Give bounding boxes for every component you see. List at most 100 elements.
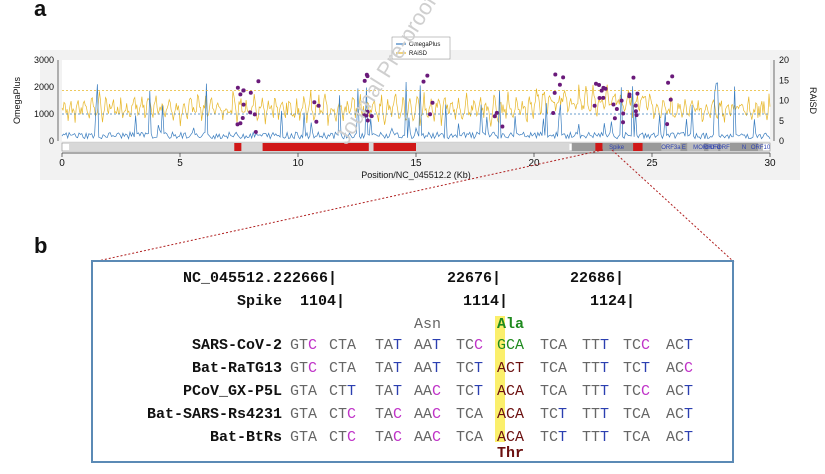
codon: TAC (375, 406, 402, 423)
nucleotide: A (384, 406, 394, 423)
nucleotide: T (623, 406, 633, 423)
outlier-point (240, 116, 245, 121)
nucleotide: A (515, 406, 525, 423)
nucleotide: C (549, 337, 559, 354)
nucleotide: C (675, 429, 685, 446)
nucleotide: T (641, 360, 651, 377)
codon: TCT (456, 360, 483, 377)
panel-b-label: b (34, 233, 48, 258)
nucleotide: C (465, 337, 475, 354)
nucleotide: C (308, 360, 318, 377)
nucleotide: C (684, 360, 694, 377)
outlier-point (611, 102, 616, 107)
nucleotide: T (582, 383, 592, 400)
gene-label: ORF7a (704, 145, 724, 151)
outlier-point (634, 113, 639, 118)
sequence-name: PCoV_GX-P5L (182, 383, 282, 400)
nucleotide: T (299, 360, 309, 377)
gene-label: M (693, 145, 698, 151)
nucleotide: C (474, 337, 484, 354)
nucleotide: T (456, 429, 466, 446)
nucleotide: A (666, 360, 676, 377)
outlier-point (601, 85, 606, 90)
nucleotide: T (623, 360, 633, 377)
nucleotide: G (290, 406, 300, 423)
nucleotide: A (666, 383, 676, 400)
nucleotide: G (290, 429, 300, 446)
outlier-point (552, 90, 557, 95)
codon: CTA (329, 337, 356, 354)
nucleotide: A (666, 337, 676, 354)
right-tick-label: 15 (779, 75, 789, 85)
codon: TAC (375, 429, 402, 446)
nucleotide: T (600, 360, 610, 377)
codon: ACT (666, 429, 693, 446)
selected-region (262, 143, 369, 151)
outlier-point (365, 109, 370, 114)
codon: TCA (540, 337, 567, 354)
nucleotide: T (582, 360, 592, 377)
right-tick-label: 10 (779, 96, 789, 106)
nucleotide: T (393, 383, 403, 400)
outlier-point (365, 74, 370, 79)
nucleotide: A (347, 337, 357, 354)
nucleotide: A (414, 383, 424, 400)
codon: TCA (623, 406, 650, 423)
outlier-point (665, 122, 670, 127)
sequence-name: Bat-BtRs (209, 429, 282, 446)
nucleotide: C (347, 406, 357, 423)
nucleotide: A (384, 383, 394, 400)
nucleotide: G (290, 337, 300, 354)
nucleotide: C (506, 360, 516, 377)
outlier-point (627, 92, 632, 97)
codon: TTT (582, 337, 609, 354)
spike-position: 1104| (300, 293, 346, 310)
outlier-point (248, 90, 253, 95)
outlier-point (312, 100, 317, 105)
codon: CTC (329, 429, 356, 446)
spike-position: 1114| (463, 293, 509, 310)
x-tick-label: 30 (764, 158, 776, 169)
nucleotide: C (329, 337, 339, 354)
codon: TAT (375, 383, 402, 400)
nucleotide: T (623, 337, 633, 354)
nucleotide: T (540, 429, 550, 446)
nucleotide: T (393, 360, 403, 377)
outlier-point (553, 72, 558, 77)
nucleotide: T (540, 337, 550, 354)
panel-a-label: a (34, 0, 47, 21)
nucleotide: T (623, 429, 633, 446)
nucleotide: T (347, 383, 357, 400)
nucleotide: T (591, 383, 601, 400)
nucleotide: C (506, 337, 516, 354)
nucleotide: T (338, 337, 348, 354)
nucleotide: C (329, 406, 339, 423)
reference-position: 22666| (283, 270, 338, 287)
aa-ala: Ala (497, 316, 525, 333)
nucleotide: A (414, 360, 424, 377)
nucleotide: T (684, 406, 694, 423)
nucleotide: A (423, 406, 433, 423)
nucleotide: C (549, 383, 559, 400)
nucleotide: C (675, 406, 685, 423)
x-tick-label: 15 (410, 158, 422, 169)
codon: TCA (540, 383, 567, 400)
outlier-point (633, 109, 638, 114)
nucleotide: C (329, 360, 339, 377)
gene-label: N (742, 145, 746, 151)
x-axis-label: Position/NC_045512.2 (Kb) (361, 170, 471, 180)
sequence-name: SARS-CoV-2 (191, 337, 282, 354)
outlier-point (621, 120, 626, 125)
outlier-point (597, 82, 602, 87)
nucleotide: C (465, 429, 475, 446)
nucleotide: T (558, 406, 568, 423)
codon: TCT (456, 383, 483, 400)
nucleotide: C (432, 383, 442, 400)
outlier-point (253, 129, 258, 134)
nucleotide: C (675, 383, 685, 400)
gene-label: ORF7b (710, 145, 730, 151)
nucleotide: C (465, 360, 475, 377)
codon: AAT (414, 360, 441, 377)
right-tick-label: 20 (779, 55, 789, 65)
nucleotide: A (474, 406, 484, 423)
